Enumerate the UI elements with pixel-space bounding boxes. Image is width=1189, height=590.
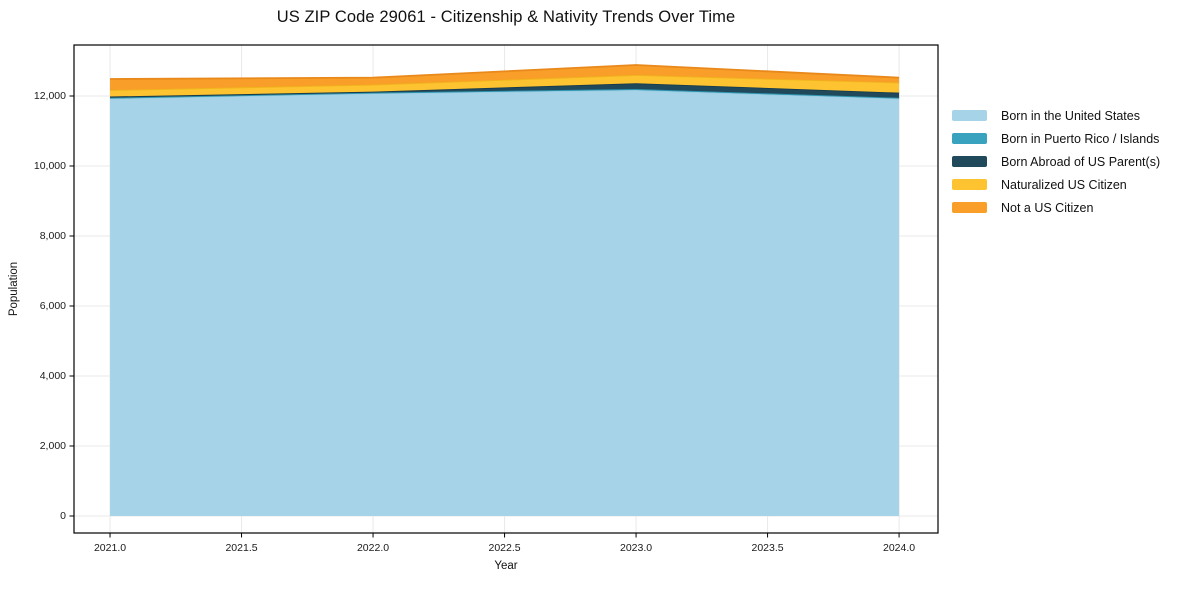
x-tick-label: 2023.0 [620, 542, 652, 554]
legend-item-not-a-us-citizen: Not a US Citizen [952, 196, 1160, 219]
area-born-abroad-of-us-parent-s [110, 83, 900, 98]
legend-swatch-icon [952, 179, 987, 190]
x-tick-label: 2023.5 [752, 542, 784, 554]
legend-item-born-abroad-of-us-parent-s: Born Abroad of US Parent(s) [952, 150, 1160, 173]
y-tick-label: 6,000 [40, 300, 66, 312]
legend-item-born-in-the-united-states: Born in the United States [952, 104, 1160, 127]
y-tick-label: 4,000 [40, 370, 66, 382]
legend-item-naturalized-us-citizen: Naturalized US Citizen [952, 173, 1160, 196]
legend-label: Born Abroad of US Parent(s) [1001, 154, 1161, 169]
legend-swatch-icon [952, 110, 987, 121]
legend-label: Not a US Citizen [1001, 200, 1094, 215]
x-tick-label: 2021.0 [94, 542, 126, 554]
legend: Born in the United States Born in Puerto … [952, 104, 1160, 219]
area-born-in-the-united-states [110, 90, 900, 516]
area-naturalized-us-citizen [110, 74, 900, 97]
legend-label: Naturalized US Citizen [1001, 177, 1127, 192]
x-axis-label: Year [494, 560, 518, 572]
x-tick-label: 2021.5 [225, 542, 257, 554]
y-tick-label: 0 [60, 510, 66, 522]
x-tick-label: 2022.5 [488, 542, 520, 554]
legend-swatch-icon [952, 156, 987, 167]
y-tick-label: 10,000 [34, 160, 66, 172]
legend-label: Born in the United States [1001, 108, 1140, 123]
x-tick-label: 2022.0 [357, 542, 389, 554]
legend-label: Born in Puerto Rico / Islands [1001, 131, 1160, 146]
y-tick-label: 2,000 [40, 440, 66, 452]
area-not-a-us-citizen [110, 65, 900, 91]
legend-item-born-in-puerto-rico-islands: Born in Puerto Rico / Islands [952, 127, 1160, 150]
y-axis-label: Population [8, 261, 20, 317]
x-tick-label: 2024.0 [883, 542, 915, 554]
y-tick-label: 12,000 [34, 90, 66, 102]
chart-title: US ZIP Code 29061 - Citizenship & Nativi… [276, 8, 736, 26]
legend-swatch-icon [952, 202, 987, 213]
y-tick-label: 8,000 [40, 230, 66, 242]
plot-border [73, 44, 939, 534]
legend-swatch-icon [952, 133, 987, 144]
edge-not-a-us-citizen [110, 64, 900, 80]
